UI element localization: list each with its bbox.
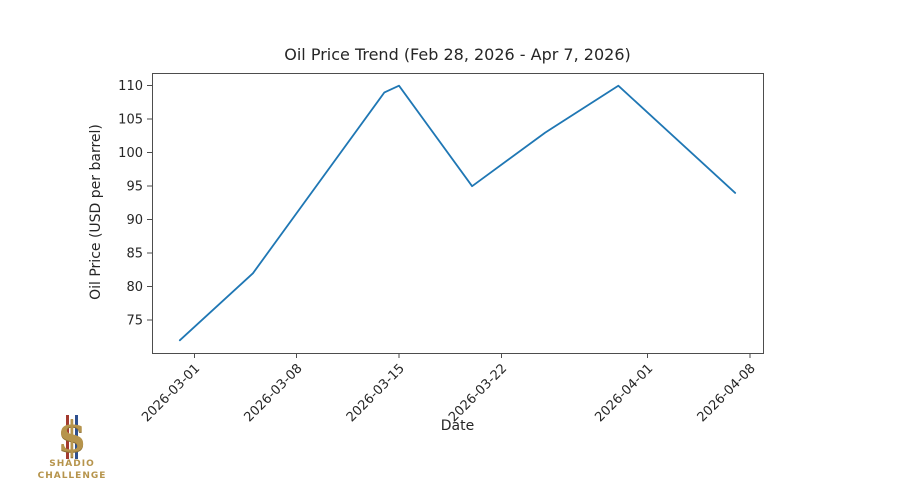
x-tick-label: 2026-03-01 (139, 361, 203, 425)
x-tick-label: 2026-04-08 (695, 361, 759, 425)
x-tick-label: 2026-03-22 (446, 361, 510, 425)
y-tick-label: 100 (118, 146, 143, 161)
y-tick-label: 105 (118, 113, 143, 128)
y-tick-label: 95 (126, 180, 143, 195)
x-axis-label: Date (440, 418, 475, 434)
x-tick-label: 2026-04-01 (592, 361, 656, 425)
dollar-sign-icon: $ (57, 412, 87, 461)
y-tick-label: 110 (118, 79, 143, 94)
trend-line (178, 84, 737, 342)
dollar-red-stroke (66, 415, 69, 459)
chart-title: Oil Price Trend (Feb 28, 2026 - Apr 7, 2… (284, 45, 631, 64)
y-tick-label: 85 (126, 247, 143, 262)
logo-line1: SHADIO (49, 459, 95, 469)
plot-border (152, 73, 764, 354)
shadio-challenge-logo: $ SHADIO CHALLENGE (36, 412, 108, 481)
x-tick-label: 2026-03-08 (242, 361, 306, 425)
dollar-blue-stroke (75, 415, 78, 459)
logo-line2: CHALLENGE (37, 471, 107, 481)
x-tick-label: 2026-03-15 (344, 361, 408, 425)
y-tick-label: 75 (126, 314, 143, 329)
y-tick-label: 90 (126, 213, 143, 228)
y-tick-label: 80 (126, 280, 143, 295)
